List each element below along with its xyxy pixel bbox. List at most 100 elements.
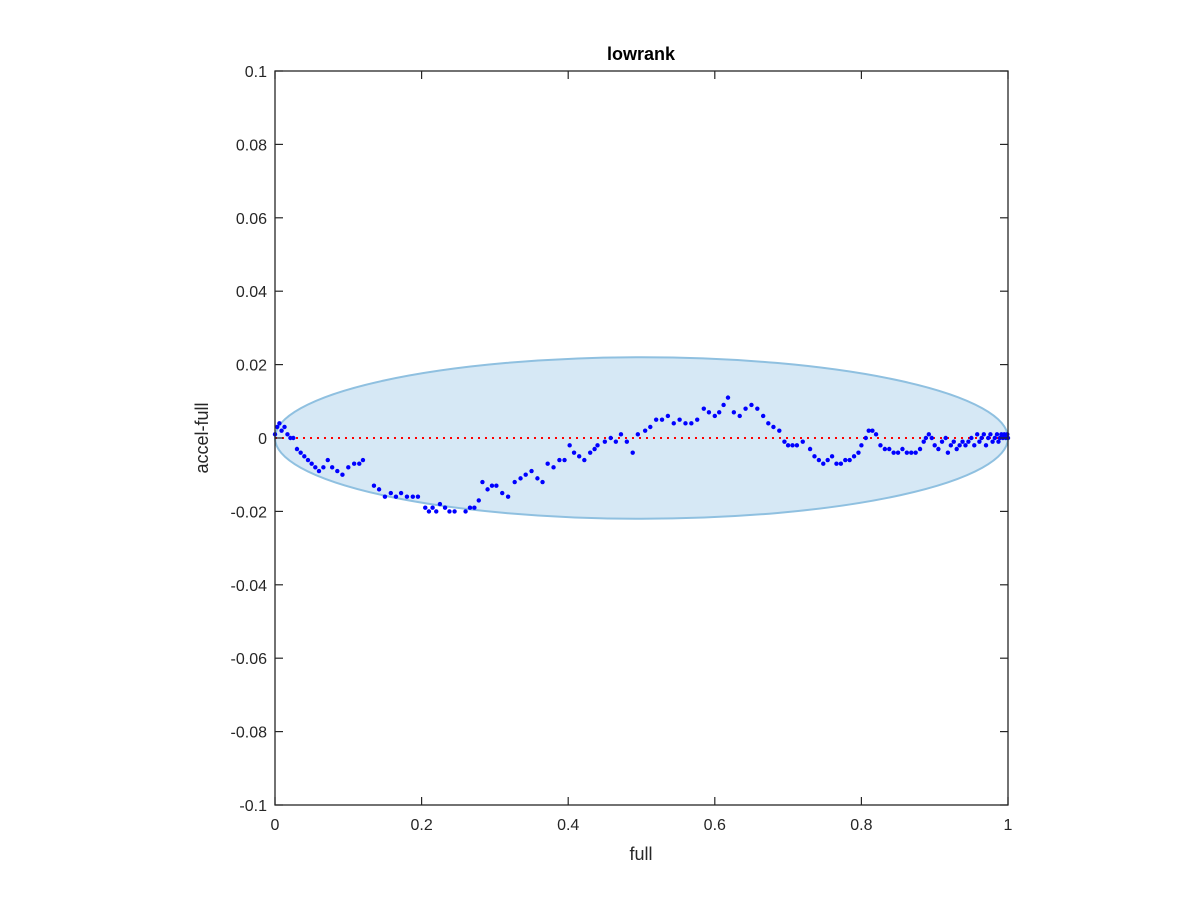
x-tick-label: 0.4 [557,817,579,834]
data-point [535,476,540,481]
data-point [452,509,457,514]
data-point [340,472,345,477]
data-point [608,435,613,441]
data-point [716,410,722,415]
data-point [992,435,998,441]
data-point [648,424,653,430]
data-point [321,465,326,470]
data-point [981,432,987,437]
data-point [838,461,844,466]
data-point [975,432,980,437]
data-point [990,439,995,444]
data-point [415,494,421,499]
data-point [749,402,754,408]
data-point [447,509,452,514]
data-point [972,443,977,448]
data-point [785,443,791,448]
data-point [821,461,826,466]
data-point [592,446,597,452]
data-point [335,468,340,474]
data-point [731,410,737,415]
data-point [476,498,481,503]
data-point [856,450,861,455]
data-point [437,501,443,507]
y-axis-label: accel-full [192,402,212,473]
data-point [371,483,377,488]
data-point [653,417,659,422]
data-point [721,402,726,408]
data-point [977,439,982,444]
data-point [472,505,477,510]
data-point [988,432,993,437]
y-tick-label: 0.08 [236,137,267,154]
data-point [932,443,937,448]
data-point [567,443,572,448]
data-point [545,461,550,466]
x-axis-label: full [629,844,652,864]
data-point [825,457,830,463]
data-point [618,432,624,437]
x-tick-label: 0 [271,817,280,834]
y-tick-label: 0.1 [245,64,267,81]
data-point [891,450,896,455]
data-point [851,454,857,459]
y-tick-label: -0.04 [231,578,268,595]
data-point [936,446,941,452]
data-point [926,432,932,437]
data-point [917,446,923,452]
y-tick-label: 0 [258,431,267,448]
data-point [771,424,776,430]
data-point [291,435,296,441]
data-point [913,450,918,455]
data-point [760,413,766,419]
data-point [463,509,468,514]
data-point [294,446,300,452]
data-point [939,439,945,444]
data-point [624,439,630,444]
data-point [489,483,495,488]
data-point [921,439,926,444]
data-point [388,490,394,496]
data-point [737,413,742,419]
data-point [316,468,322,474]
y-tick-label: -0.1 [239,798,267,815]
data-point [410,494,416,499]
data-point [274,424,280,430]
data-point [430,505,435,510]
data-point [613,439,619,444]
data-point [282,424,287,430]
y-tick-label: 0.04 [236,284,267,301]
y-tick-label: -0.08 [231,725,268,742]
data-point [701,406,707,411]
data-point [346,465,351,470]
data-point [957,443,962,448]
data-point [557,457,562,463]
data-point [900,446,905,452]
data-point [790,443,795,448]
data-point [812,454,817,459]
data-point [630,450,635,455]
data-point [929,435,934,441]
data-point [996,439,1001,444]
data-point [873,432,879,437]
data-point [979,435,984,441]
y-tick-label: 0.02 [236,358,267,375]
data-point [285,432,290,437]
data-point [969,435,974,441]
x-tick-label: 0.6 [704,817,726,834]
data-point [743,406,748,411]
data-point [782,439,787,444]
data-point [602,439,608,444]
x-tick-label: 0.8 [850,817,872,834]
data-point [329,465,335,470]
data-point [309,461,314,466]
data-point [582,457,587,463]
data-point [766,421,771,426]
data-point [298,450,303,455]
data-point [859,443,864,448]
data-point [540,479,545,485]
data-point [279,428,284,433]
data-point [948,443,954,448]
